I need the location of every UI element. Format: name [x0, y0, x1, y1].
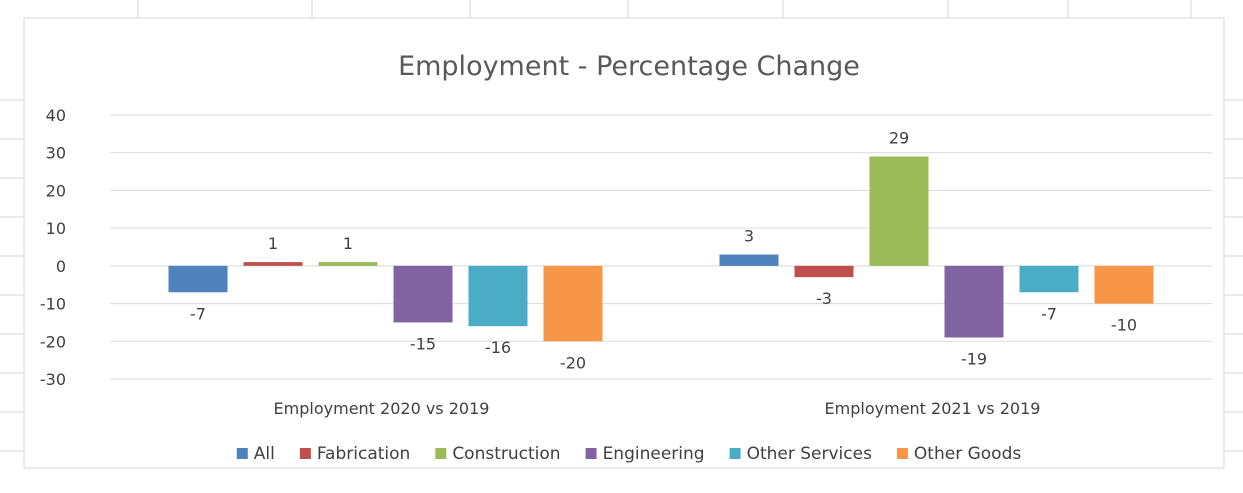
y-tick-label: 10 — [46, 219, 66, 238]
category-label: Employment 2020 vs 2019 — [274, 399, 490, 418]
legend-label: Fabrication — [317, 444, 410, 464]
legend-label: Engineering — [603, 444, 705, 464]
y-axis: 40 30 20 10 0 -10 -20 -30 — [40, 106, 66, 389]
bar[interactable] — [543, 265, 603, 342]
legend-swatch — [585, 448, 597, 459]
spreadsheet-gridlines — [0, 0, 1243, 452]
legend-swatch — [236, 448, 248, 459]
data-label: -15 — [410, 334, 436, 353]
data-label: -20 — [560, 353, 586, 372]
data-label: -3 — [816, 289, 832, 308]
bar[interactable] — [468, 265, 528, 327]
legend-label: All — [254, 444, 275, 464]
data-label: -7 — [190, 304, 206, 323]
legend-label: Other Services — [747, 444, 873, 464]
data-label: 1 — [343, 234, 353, 253]
bar[interactable] — [393, 265, 453, 323]
chart-title: Employment - Percentage Change — [398, 51, 860, 82]
bar[interactable] — [719, 254, 779, 266]
legend: All Fabrication Construction Engineering Oth… — [236, 444, 1021, 464]
y-tick-label: -10 — [40, 295, 66, 314]
data-label: -10 — [1111, 316, 1137, 335]
bar[interactable] — [1094, 265, 1154, 304]
y-tick-label: -30 — [40, 370, 66, 389]
legend-swatch — [729, 448, 741, 459]
chart-area[interactable] — [23, 17, 1225, 469]
y-tick-label: 40 — [46, 106, 66, 125]
legend-label: Construction — [452, 444, 560, 464]
legend-swatch — [299, 448, 311, 459]
data-labels: -7 3 1 -3 1 29 -15 -19 -16 -7 -20 -10 — [190, 128, 1137, 372]
plot-bars — [168, 156, 1154, 342]
bar[interactable] — [1019, 265, 1079, 293]
bar[interactable] — [794, 265, 854, 278]
data-label: -7 — [1041, 304, 1057, 323]
y-tick-label: -20 — [40, 332, 66, 351]
bar[interactable] — [869, 156, 929, 266]
data-label: -19 — [961, 350, 987, 369]
y-tick-label: 0 — [56, 257, 66, 276]
bar[interactable] — [168, 265, 228, 293]
bar[interactable] — [944, 265, 1004, 338]
bar[interactable] — [243, 262, 303, 266]
category-label: Employment 2021 vs 2019 — [825, 399, 1041, 418]
data-label: 3 — [744, 227, 754, 246]
data-label: 29 — [889, 128, 909, 147]
y-tick-label: 20 — [46, 181, 66, 200]
legend-label: Other Goods — [914, 444, 1021, 464]
legend-swatch — [896, 448, 908, 459]
data-label: -16 — [485, 338, 511, 357]
y-tick-label: 30 — [46, 144, 66, 163]
bar[interactable] — [318, 262, 378, 266]
legend-swatch — [435, 448, 447, 459]
data-label: 1 — [268, 234, 278, 253]
x-axis: Employment 2020 vs 2019 Employment 2021 v… — [274, 399, 1041, 418]
